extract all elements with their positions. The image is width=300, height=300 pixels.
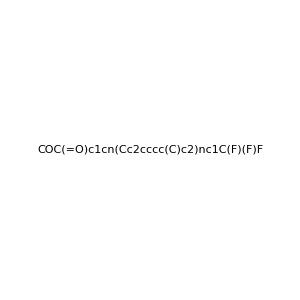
Text: COC(=O)c1cn(Cc2cccc(C)c2)nc1C(F)(F)F: COC(=O)c1cn(Cc2cccc(C)c2)nc1C(F)(F)F [37, 145, 263, 155]
